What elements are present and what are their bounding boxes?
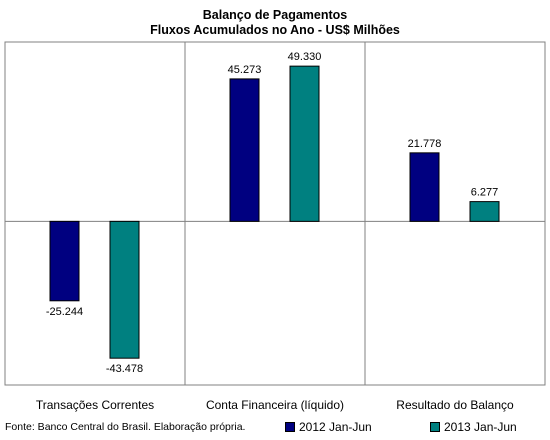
source-note: Fonte: Banco Central do Brasil. Elaboraç…: [5, 421, 246, 433]
data-label: -43.478: [106, 363, 143, 375]
category-label: Conta Financeira (líquido): [206, 398, 344, 412]
data-label: 45.273: [228, 64, 262, 76]
data-label: 6.277: [471, 187, 499, 199]
legend-item-2012: 2012 Jan-Jun: [285, 418, 372, 436]
chart-title-block: Balanço de Pagamentos Fluxos Acumulados …: [0, 8, 550, 38]
bar-2013-0: [109, 220, 140, 359]
data-label: 21.778: [408, 138, 442, 150]
category-label: Resultado do Balanço: [396, 398, 514, 412]
legend-item-2013: 2013 Jan-Jun: [430, 418, 517, 436]
legend-swatch-2013: [430, 421, 440, 432]
data-label: -25.244: [46, 306, 83, 318]
plot-area: [4, 41, 546, 386]
bar-2012-1: [229, 78, 260, 222]
chart-subtitle: Fluxos Acumulados no Ano - US$ Milhões: [150, 23, 400, 37]
legend-label-2013: 2013 Jan-Jun: [444, 420, 517, 434]
chart-title: Balanço de Pagamentos: [202, 8, 348, 22]
legend-label-2012: 2012 Jan-Jun: [299, 420, 372, 434]
bar-2013-2: [469, 201, 500, 222]
data-label: 49.330: [288, 51, 322, 63]
bar-2012-2: [409, 152, 440, 222]
category-label: Transações Correntes: [36, 398, 154, 412]
chart-footer: Fonte: Banco Central do Brasil. Elaboraç…: [0, 418, 550, 436]
bar-2013-1: [289, 65, 320, 222]
legend-swatch-2012: [285, 421, 295, 432]
bar-2012-0: [49, 220, 80, 302]
